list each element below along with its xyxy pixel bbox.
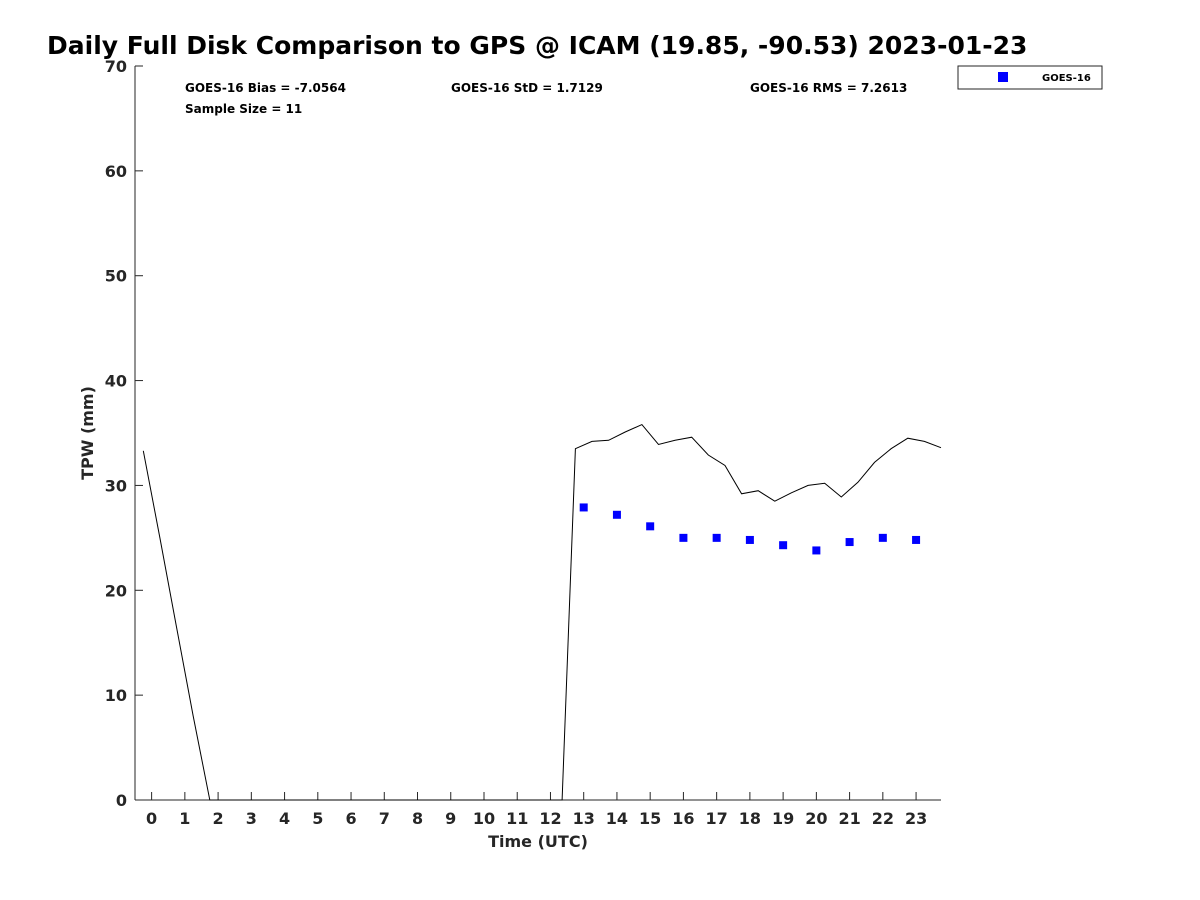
x-tick-label: 18 (739, 809, 761, 828)
goes16-point (612, 510, 621, 519)
x-tick-label: 11 (506, 809, 528, 828)
goes16-point (679, 533, 688, 542)
x-tick-label: 2 (213, 809, 224, 828)
x-tick-label: 12 (539, 809, 561, 828)
legend-box (957, 65, 1103, 90)
x-tick-label: 6 (345, 809, 356, 828)
stat-sample-size: Sample Size = 11 (185, 102, 302, 116)
x-tick-label: 14 (606, 809, 628, 828)
y-tick-label: 40 (105, 372, 127, 391)
x-tick-label: 8 (412, 809, 423, 828)
y-tick-label: 60 (105, 162, 127, 181)
legend: GOES-16 (957, 65, 1103, 90)
y-tick-label: 30 (105, 476, 127, 495)
x-axis-label: Time (UTC) (488, 832, 588, 851)
x-tick-label: 7 (379, 809, 390, 828)
goes16-point (712, 533, 721, 542)
y-tick-label: 0 (116, 791, 127, 810)
y-ticks: 0 10 20 30 40 50 60 70 (105, 57, 143, 810)
goes16-point (779, 541, 788, 550)
goes16-point (812, 546, 821, 555)
x-tick-label: 5 (312, 809, 323, 828)
legend-marker-goes16 (998, 72, 1008, 82)
x-tick-label: 19 (772, 809, 794, 828)
y-tick-label: 20 (105, 581, 127, 600)
goes16-point (579, 503, 588, 512)
goes16-point (912, 535, 921, 544)
x-tick-label: 21 (838, 809, 860, 828)
x-tick-label: 1 (179, 809, 190, 828)
x-tick-label: 10 (473, 809, 495, 828)
y-tick-label: 70 (105, 57, 127, 76)
y-tick-label: 50 (105, 267, 127, 286)
legend-label-goes16: GOES-16 (1042, 73, 1091, 84)
y-tick-label: 10 (105, 686, 127, 705)
goes16-point (646, 522, 655, 531)
x-tick-label: 17 (706, 809, 728, 828)
x-tick-label: 9 (445, 809, 456, 828)
goes16-point (745, 535, 754, 544)
x-tick-label: 0 (146, 809, 157, 828)
x-ticks: 0 1 2 3 4 5 6 7 8 9 10 11 12 13 14 15 16 17 18 19 20 21 22 23 (146, 792, 927, 828)
y-axis-label: TPW (mm) (78, 386, 97, 480)
goes16-point (878, 533, 887, 542)
goes16-point (845, 538, 854, 547)
x-tick-label: 4 (279, 809, 290, 828)
x-tick-label: 22 (872, 809, 894, 828)
stat-bias: GOES-16 Bias = -7.0564 (185, 81, 346, 95)
chart-title: Daily Full Disk Comparison to GPS @ ICAM… (47, 31, 1027, 60)
x-tick-label: 13 (573, 809, 595, 828)
x-tick-label: 3 (246, 809, 257, 828)
gps-tpw-line (142, 423, 942, 801)
x-tick-label: 15 (639, 809, 661, 828)
series-layer (142, 423, 942, 801)
x-tick-label: 20 (805, 809, 827, 828)
x-tick-label: 23 (905, 809, 927, 828)
x-tick-label: 16 (672, 809, 694, 828)
stat-rms: GOES-16 RMS = 7.2613 (750, 81, 907, 95)
stat-std: GOES-16 StD = 1.7129 (451, 81, 603, 95)
